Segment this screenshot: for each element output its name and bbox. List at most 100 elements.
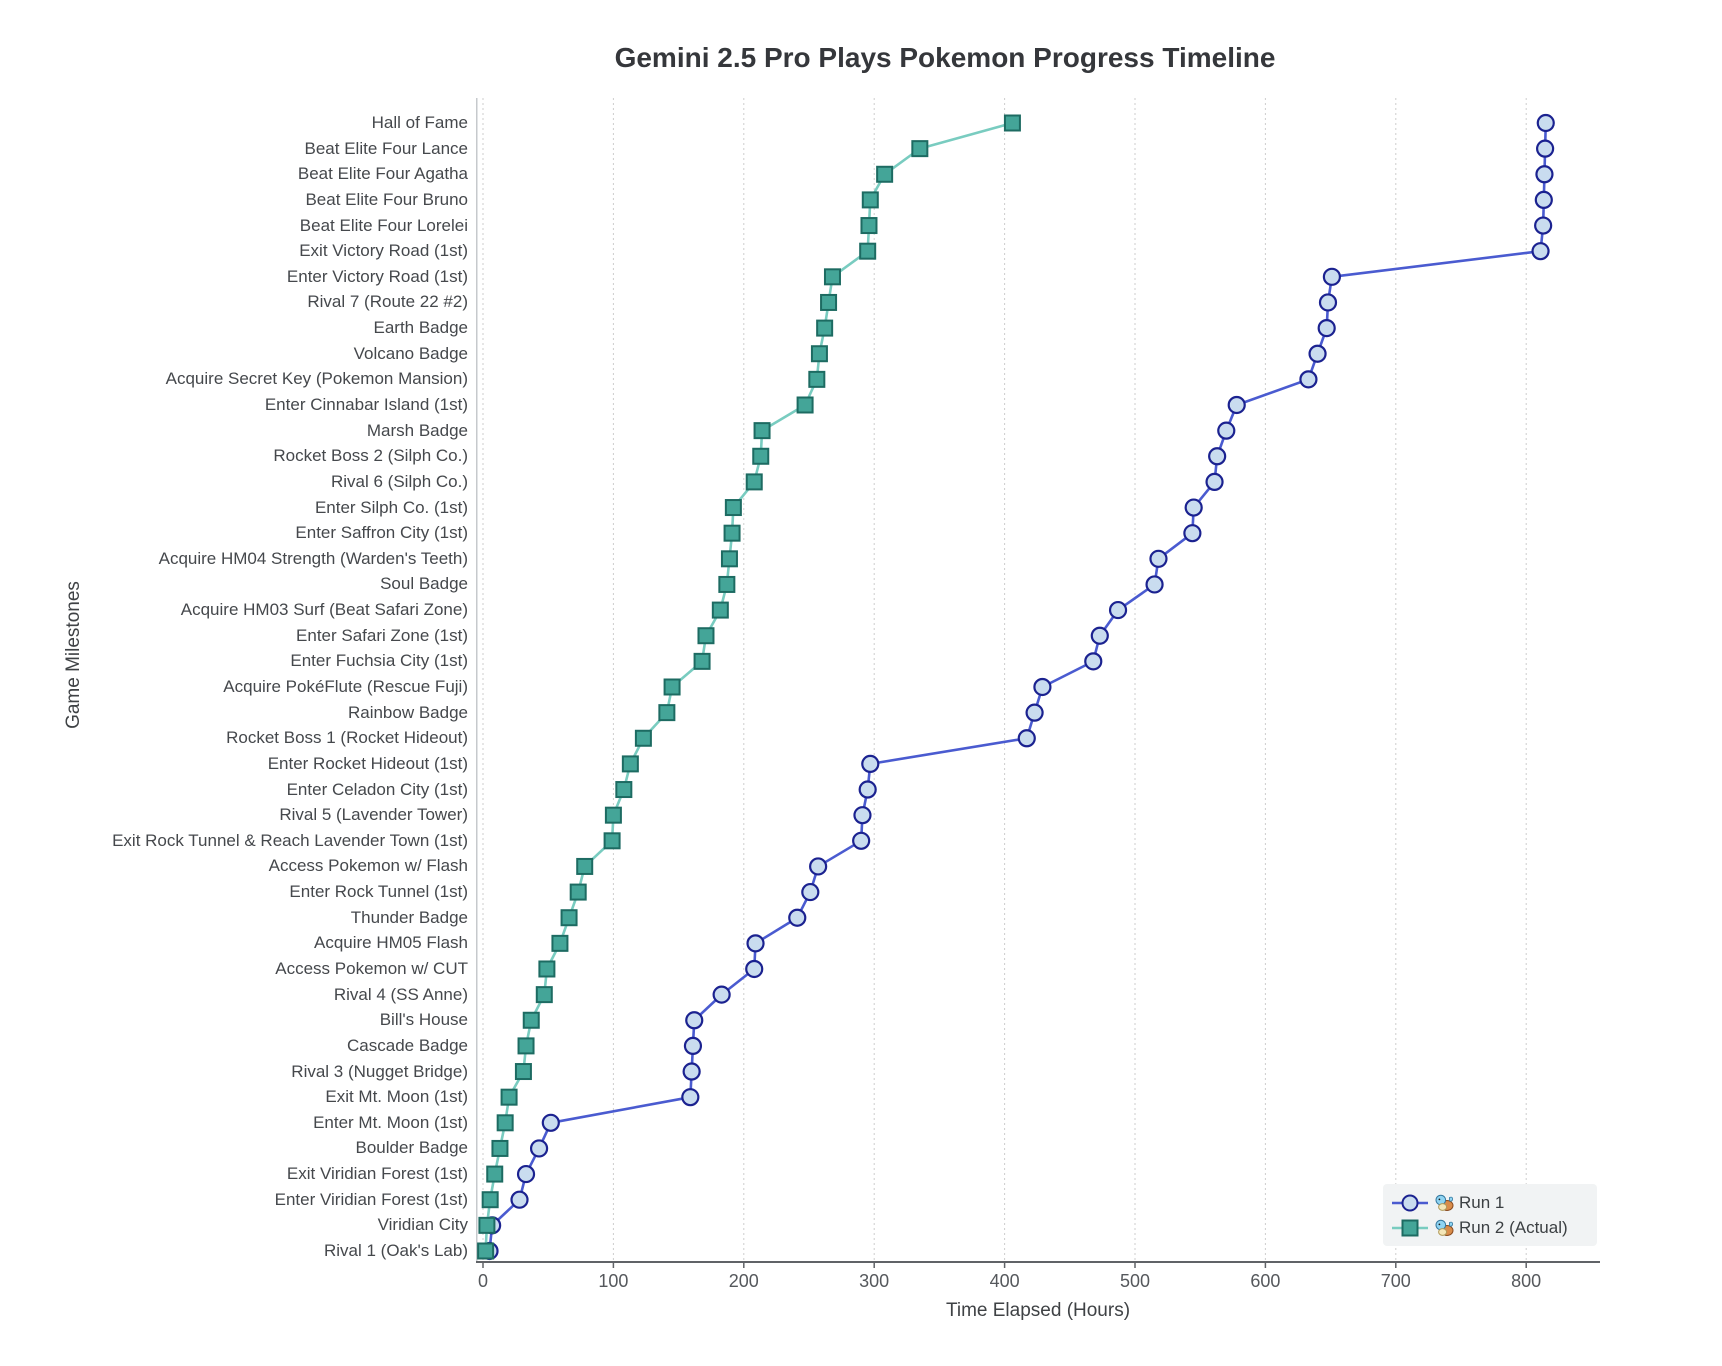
run-2-actual-point (720, 550, 738, 568)
run-2-actual-point (860, 217, 878, 235)
y-tick-label: Rocket Boss 2 (Silph Co.) (273, 446, 468, 466)
y-tick-label: Enter Fuchsia City (1st) (290, 651, 468, 671)
x-tick-label: 600 (1250, 1271, 1281, 1291)
y-tick-label: Acquire HM03 Surf (Beat Safari Zone) (180, 600, 468, 620)
y-tick-label: Exit Mt. Moon (1st) (325, 1087, 468, 1107)
run-2-actual-point (496, 1114, 514, 1132)
run-1-point (683, 1036, 703, 1055)
run-2-actual-point (745, 473, 763, 491)
run-2-actual-point (693, 652, 711, 670)
y-tick-label: Marsh Badge (366, 420, 468, 440)
y-tick-label: Soul Badge (380, 574, 468, 594)
run-1-point (858, 780, 877, 799)
y-tick-label: Enter Viridian Forest (1st) (274, 1189, 468, 1209)
y-tick-label: Bill's House (379, 1010, 468, 1030)
run-1-point (1090, 626, 1109, 645)
run-2-actual-point (481, 1191, 499, 1209)
run-2-actual-point (861, 191, 879, 209)
plot-area (476, 98, 1600, 1268)
run-2-actual-point (663, 678, 681, 696)
y-tick-label: Cascade Badge (347, 1035, 468, 1055)
run-2-actual-point (816, 319, 834, 337)
y-tick-label: Earth Badge (373, 318, 468, 338)
x-tick-label: 800 (1511, 1271, 1542, 1291)
run-2-actual-point (810, 345, 828, 363)
x-tick-label: 700 (1380, 1271, 1411, 1291)
y-tick-label: Rival 7 (Route 22 #2) (307, 292, 468, 312)
run-2-actual-point (820, 293, 838, 311)
y-tick-label: Viridian City (377, 1215, 468, 1235)
y-tick-label: Exit Victory Road (1st) (299, 241, 468, 261)
y-tick-label: Beat Elite Four Lorelei (299, 215, 468, 235)
run-2-actual-point (808, 370, 826, 388)
run-1-point (853, 806, 872, 825)
run-2-actual-point (514, 1063, 532, 1081)
run-1-point (1531, 242, 1550, 261)
run-2-actual-point (560, 909, 578, 927)
run-1-point (1534, 216, 1553, 235)
run-2-actual-point (621, 755, 639, 773)
run-1-point (1084, 652, 1103, 671)
y-tick-label: Beat Elite Four Bruno (305, 189, 468, 209)
run-2-actual-point (576, 857, 594, 875)
y-tick-label: Exit Rock Tunnel & Reach Lavender Town (… (112, 830, 468, 850)
run-2-actual-point (615, 781, 633, 799)
run-1-point (712, 985, 731, 1004)
y-tick-label: Enter Safari Zone (1st) (296, 625, 468, 645)
run-1-point (1217, 421, 1236, 440)
run-2-actual-point (603, 832, 621, 850)
y-tick-label: Enter Silph Co. (1st) (314, 497, 468, 517)
y-tick-label: Rocket Boss 1 (Rocket Hideout) (226, 728, 468, 748)
run-1-point (1536, 113, 1555, 133)
run-2-actual-point (486, 1165, 504, 1183)
squirtle-sprite-icon (1435, 1194, 1454, 1211)
y-tick-label: Thunder Badge (350, 907, 468, 927)
y-tick-label: Volcano Badge (353, 343, 468, 363)
run-2-actual-point (658, 704, 676, 722)
run-2-actual-line (484, 121, 1013, 1252)
run-2-actual-point (522, 1011, 540, 1029)
y-tick-label: Rainbow Badge (347, 702, 468, 722)
run-1-point (852, 831, 871, 850)
run-1-point (746, 934, 765, 953)
run-1-point (1183, 524, 1202, 543)
y-tick-label: Hall of Fame (371, 113, 468, 132)
chart-title: Gemini 2.5 Pro Plays Pokemon Progress Ti… (614, 42, 1276, 73)
run-2-actual-point (569, 883, 587, 901)
y-tick-label: Beat Elite Four Lance (304, 138, 468, 158)
run-2-actual-point (876, 165, 894, 183)
run-1-point (1227, 395, 1246, 415)
y-tick-label: Access Pokemon w/ Flash (268, 856, 468, 876)
y-tick-label: Rival 5 (Lavender Tower) (279, 805, 468, 825)
run-1-point (681, 1088, 700, 1107)
run-2-actual-point (796, 396, 814, 414)
run-2-actual-point (911, 140, 929, 158)
run1-legend-marker (1392, 1194, 1428, 1211)
run-1-point (1145, 575, 1164, 594)
run-1-point (510, 1190, 529, 1209)
run-2-actual-point (491, 1139, 509, 1157)
y-tick-label: Enter Saffron City (1st) (295, 523, 468, 543)
run-2-actual-point (604, 806, 622, 824)
y-tick-label: Enter Rocket Hideout (1st) (267, 753, 468, 773)
run-2-actual-point (551, 934, 569, 952)
run-1-point (1149, 549, 1168, 568)
run-1-point (801, 882, 820, 902)
run-2-actual-point (634, 729, 652, 747)
run-1-point (685, 1011, 704, 1030)
run-1-point (1017, 729, 1036, 748)
run-2-actual-point (535, 986, 553, 1004)
run-1-point (1033, 677, 1052, 697)
run-2-actual-point (723, 524, 741, 542)
legend-label-run1: Run 1 (1459, 1192, 1505, 1212)
run-2-actual-point (477, 1242, 495, 1260)
run-2-actual-point (711, 601, 729, 619)
x-tick-label: 100 (598, 1271, 629, 1291)
y-tick-label: Rival 1 (Oak's Lab) (323, 1240, 468, 1260)
run-2-actual-point (538, 960, 556, 978)
run-1-point (809, 857, 828, 876)
run-1-point (1205, 472, 1224, 492)
run-1-point (861, 754, 880, 774)
y-tick-label: Acquire HM05 Flash (313, 933, 468, 953)
